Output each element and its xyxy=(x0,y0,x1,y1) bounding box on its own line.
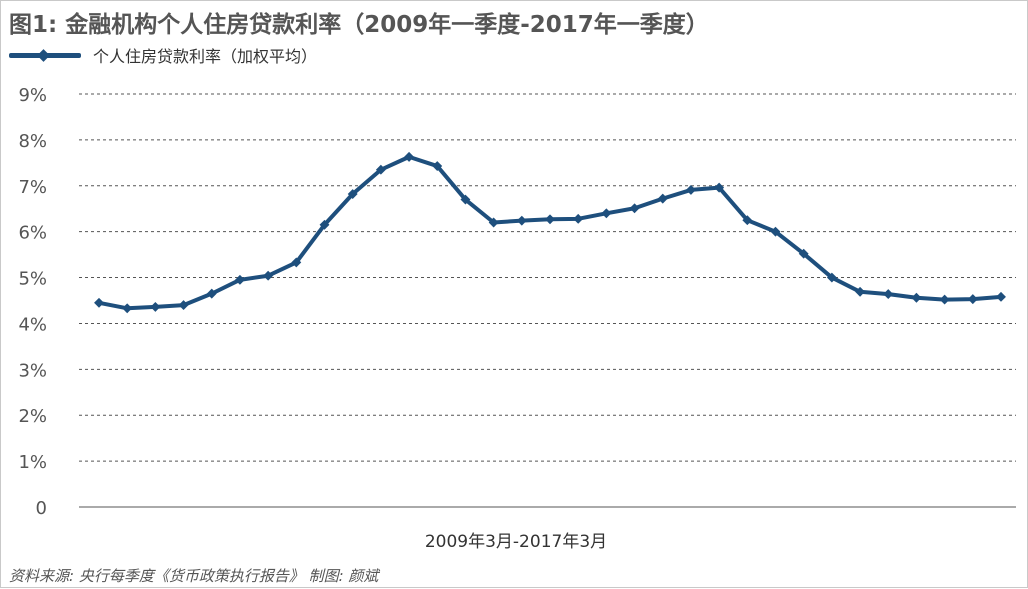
y-tick-label: 1% xyxy=(18,452,47,473)
data-point xyxy=(263,270,274,281)
data-point xyxy=(94,297,104,308)
y-tick-label: 8% xyxy=(18,131,47,152)
gridlines xyxy=(79,93,1016,508)
data-point xyxy=(488,217,499,228)
data-point xyxy=(319,219,330,230)
data-point xyxy=(798,248,809,259)
data-point xyxy=(234,274,245,285)
data-point xyxy=(375,164,386,175)
data-point xyxy=(967,294,978,305)
source-note: 资料来源: 央行每季度《货币政策执行报告》 制图: 颜斌 xyxy=(9,567,379,585)
y-axis-ticks: 0 1% 2% 3% 4% 5% 6% 7% 8% 9% xyxy=(18,85,47,519)
x-axis-label: 2009年3月-2017年3月 xyxy=(425,532,607,552)
y-tick-label: 0 xyxy=(36,498,47,519)
data-point xyxy=(770,226,781,237)
data-point xyxy=(601,208,612,219)
data-point xyxy=(545,214,555,225)
data-point xyxy=(291,257,302,268)
data-point xyxy=(742,215,753,226)
y-tick-label: 7% xyxy=(18,177,47,198)
series-line xyxy=(97,154,1003,311)
data-point xyxy=(178,300,189,311)
data-point xyxy=(432,161,443,171)
data-point xyxy=(685,184,696,195)
chart-legend: 个人住房贷款利率（加权平均） xyxy=(9,43,317,67)
data-point xyxy=(657,193,668,204)
legend-series-label: 个人住房贷款利率（加权平均） xyxy=(93,47,318,66)
data-point xyxy=(714,182,725,193)
data-point xyxy=(826,272,837,283)
y-tick-label: 5% xyxy=(18,269,47,290)
data-point xyxy=(206,288,217,299)
data-point xyxy=(855,286,866,297)
y-tick-label: 3% xyxy=(18,360,47,381)
data-point xyxy=(150,301,161,312)
data-point xyxy=(347,189,358,199)
data-point xyxy=(460,194,471,205)
series-group xyxy=(94,151,1006,314)
data-point xyxy=(122,303,133,314)
data-point xyxy=(996,291,1006,302)
data-point xyxy=(629,203,640,214)
y-tick-label: 2% xyxy=(18,406,47,427)
data-point xyxy=(911,292,922,303)
data-point xyxy=(883,289,894,300)
data-point xyxy=(939,294,950,305)
legend-line-swatch xyxy=(9,43,81,67)
data-point xyxy=(404,151,415,162)
data-point xyxy=(516,215,527,226)
y-tick-label: 4% xyxy=(18,314,47,335)
y-tick-label: 6% xyxy=(18,223,47,244)
y-tick-label: 9% xyxy=(18,85,47,106)
data-point xyxy=(573,213,584,224)
chart-title: 图1: 金融机构个人住房贷款利率（2009年一季度-2017年一季度） xyxy=(9,12,709,38)
